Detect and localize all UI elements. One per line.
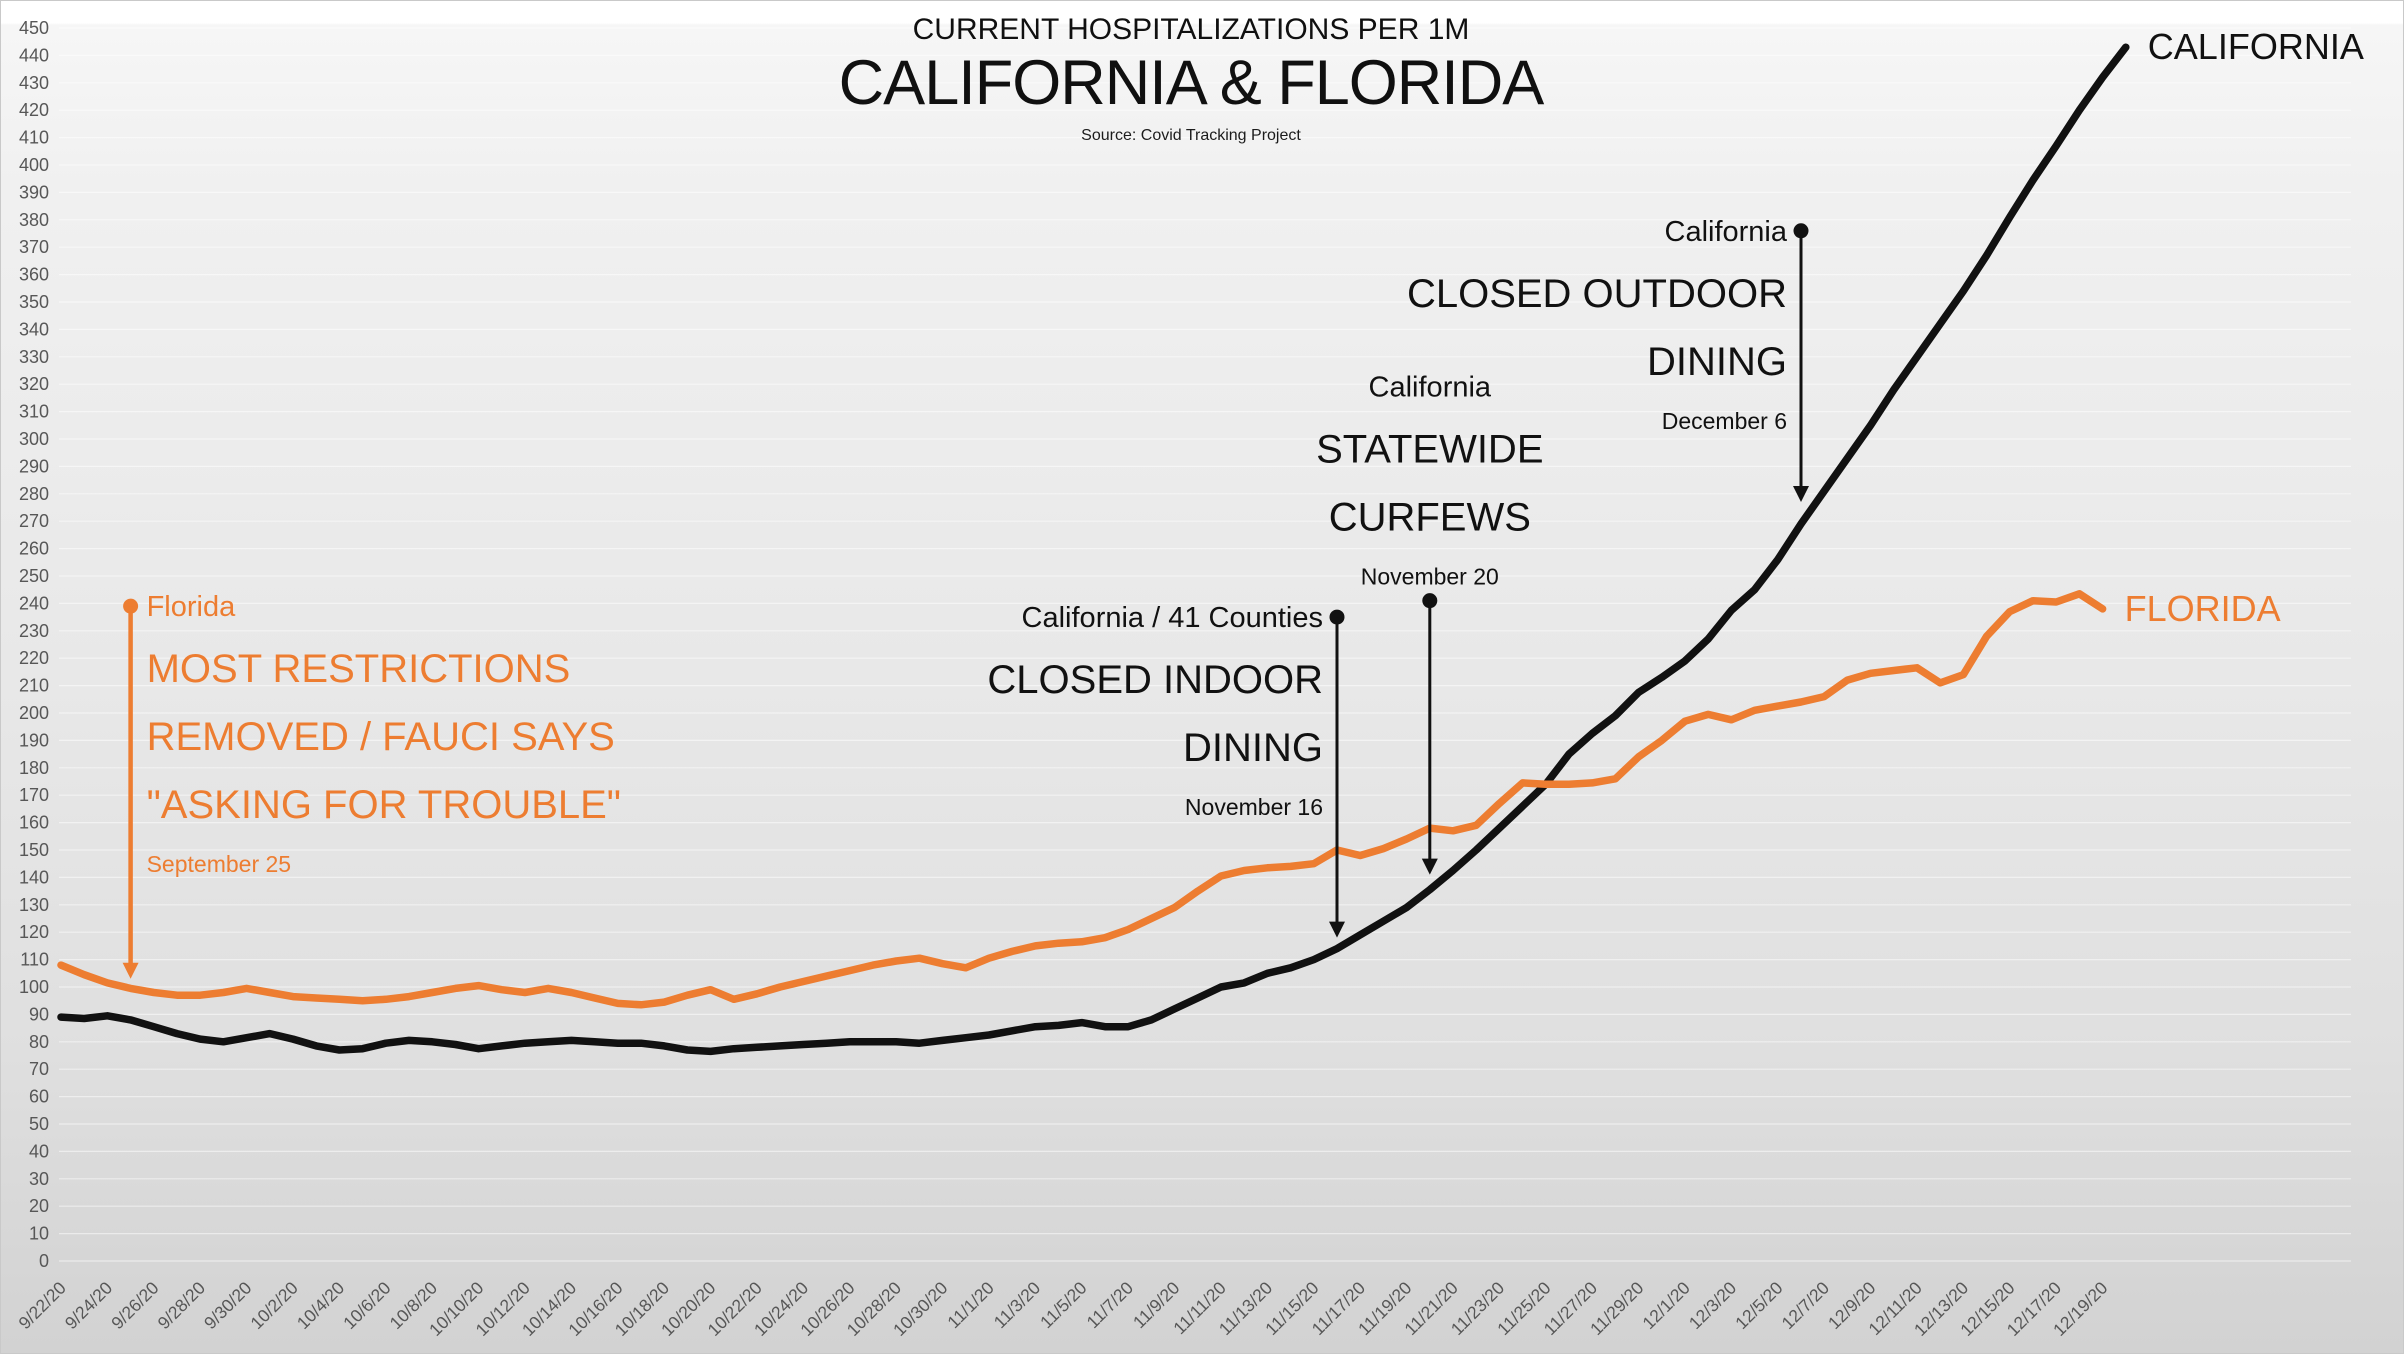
y-tick-label: 120 [19,922,49,942]
x-tick-label: 12/3/20 [1685,1277,1741,1333]
y-tick-label: 30 [29,1169,49,1189]
annotation-arrowhead [1421,858,1438,875]
annotations: Florida MOST RESTRICTIONS REMOVED / FAUCI … [122,216,1809,979]
y-tick-label: 250 [19,566,49,586]
y-tick-label: 350 [19,292,49,312]
annotation-text-line: REMOVED / FAUCI SAYS [147,715,615,759]
y-tick-label: 280 [19,484,49,504]
y-tick-label: 180 [19,758,49,778]
y-tick-label: 210 [19,676,49,696]
annotation-text-line: MOST RESTRICTIONS [147,647,571,691]
y-tick-label: 240 [19,593,49,613]
y-tick-label: 420 [19,100,49,120]
y-tick-label: 200 [19,703,49,723]
annotation-heading: California [1369,372,1492,404]
x-tick-label: 10/2/20 [246,1277,302,1333]
x-tick-label: 12/1/20 [1638,1277,1694,1333]
x-tick-label: 11/1/20 [943,1278,998,1333]
y-tick-label: 440 [19,45,49,65]
annotation-text-line: DINING [1183,726,1323,770]
x-tick-label: 11/5/20 [1036,1278,1091,1333]
y-tick-label: 190 [19,730,49,750]
annotation-text-line: STATEWIDE [1316,428,1543,472]
annotation-ca-closed-outdoor-dining: California CLOSED OUTDOOR DINING December 6 [1407,216,1809,503]
y-tick-label: 320 [19,374,49,394]
x-tick-label: 9/24/20 [61,1277,117,1333]
x-tick-label: 9/30/20 [200,1277,256,1333]
x-tick-label: 10/6/20 [339,1277,395,1333]
gridlines [59,27,2351,1262]
x-tick-label: 9/22/20 [14,1277,70,1333]
y-tick-label: 130 [19,895,49,915]
y-tick-label: 70 [29,1059,49,1079]
y-tick-label: 50 [29,1114,49,1134]
x-axis-labels: 9/22/209/24/209/26/209/28/209/30/2010/2/… [14,1277,2111,1340]
annotation-date: September 25 [147,851,291,877]
y-tick-label: 100 [19,977,49,997]
y-tick-label: 220 [19,648,49,668]
annotation-text-line: CLOSED INDOOR [987,658,1323,702]
y-tick-label: 370 [19,237,49,257]
annotation-text-line: "ASKING FOR TROUBLE" [147,783,621,827]
x-tick-label: 12/7/20 [1778,1277,1834,1333]
y-tick-label: 340 [19,319,49,339]
y-tick-label: 60 [29,1087,49,1107]
y-tick-label: 20 [29,1196,49,1216]
y-tick-label: 360 [19,265,49,285]
y-tick-label: 310 [19,402,49,422]
annotation-heading: Florida [147,591,237,623]
series-line-california [57,43,2130,1056]
annotation-ca-statewide-curfews: California STATEWIDE CURFEWS November 20 [1316,372,1544,875]
y-tick-label: 430 [19,73,49,93]
series-line-florida [57,590,2107,1009]
y-tick-label: 260 [19,539,49,559]
y-tick-label: 390 [19,182,49,202]
y-tick-label: 330 [19,347,49,367]
y-tick-label: 80 [29,1032,49,1052]
annotation-arrowhead [1329,921,1345,938]
y-tick-label: 410 [19,128,49,148]
y-tick-label: 300 [19,429,49,449]
annotation-text-line: CURFEWS [1329,496,1531,540]
annotation-date: December 6 [1662,408,1787,434]
y-tick-label: 150 [19,840,49,860]
y-tick-label: 270 [19,511,49,531]
y-tick-label: 230 [19,621,49,641]
y-tick-label: 90 [29,1004,49,1024]
annotation-text-line: CLOSED OUTDOOR [1407,272,1787,316]
x-tick-label: 11/3/20 [990,1278,1045,1333]
annotation-ca-closed-indoor-dining: California / 41 Counties CLOSED INDOOR DIN… [987,602,1345,938]
y-tick-label: 10 [29,1224,49,1244]
series-label-florida: FLORIDA [2125,588,2281,629]
x-tick-label: 12/5/20 [1731,1277,1787,1333]
y-tick-label: 170 [19,785,49,805]
y-tick-label: 0 [39,1251,49,1271]
series-end-labels: CALIFORNIA FLORIDA [2125,26,2364,629]
annotation-florida-restrictions: Florida MOST RESTRICTIONS REMOVED / FAUCI … [122,591,621,979]
annotation-arrowhead [122,962,139,979]
y-tick-label: 110 [20,950,49,970]
y-tick-label: 40 [29,1141,49,1161]
y-tick-label: 140 [19,867,49,887]
annotation-heading: California / 41 Counties [1022,602,1323,634]
y-tick-label: 450 [19,18,49,38]
annotation-date: November 20 [1361,564,1499,590]
x-tick-label: 9/26/20 [107,1277,163,1333]
y-axis-labels: 0 10 20 30 40 50 60 70 80 90 100 110 120 130 140 150 160… [19,18,49,1271]
annotation-arrowhead [1793,486,1809,503]
y-tick-label: 160 [19,813,49,833]
x-tick-label: 11/7/20 [1083,1278,1138,1333]
y-tick-label: 380 [19,210,49,230]
data-series [57,43,2130,1056]
annotation-text-line: DINING [1647,340,1787,384]
x-tick-label: 9/28/20 [154,1277,210,1333]
y-tick-label: 400 [19,155,49,175]
series-label-california: CALIFORNIA [2148,26,2364,67]
annotation-heading: California [1665,216,1788,248]
x-tick-label: 10/4/20 [293,1277,349,1333]
annotation-date: November 16 [1185,794,1323,820]
y-tick-label: 290 [19,456,49,476]
